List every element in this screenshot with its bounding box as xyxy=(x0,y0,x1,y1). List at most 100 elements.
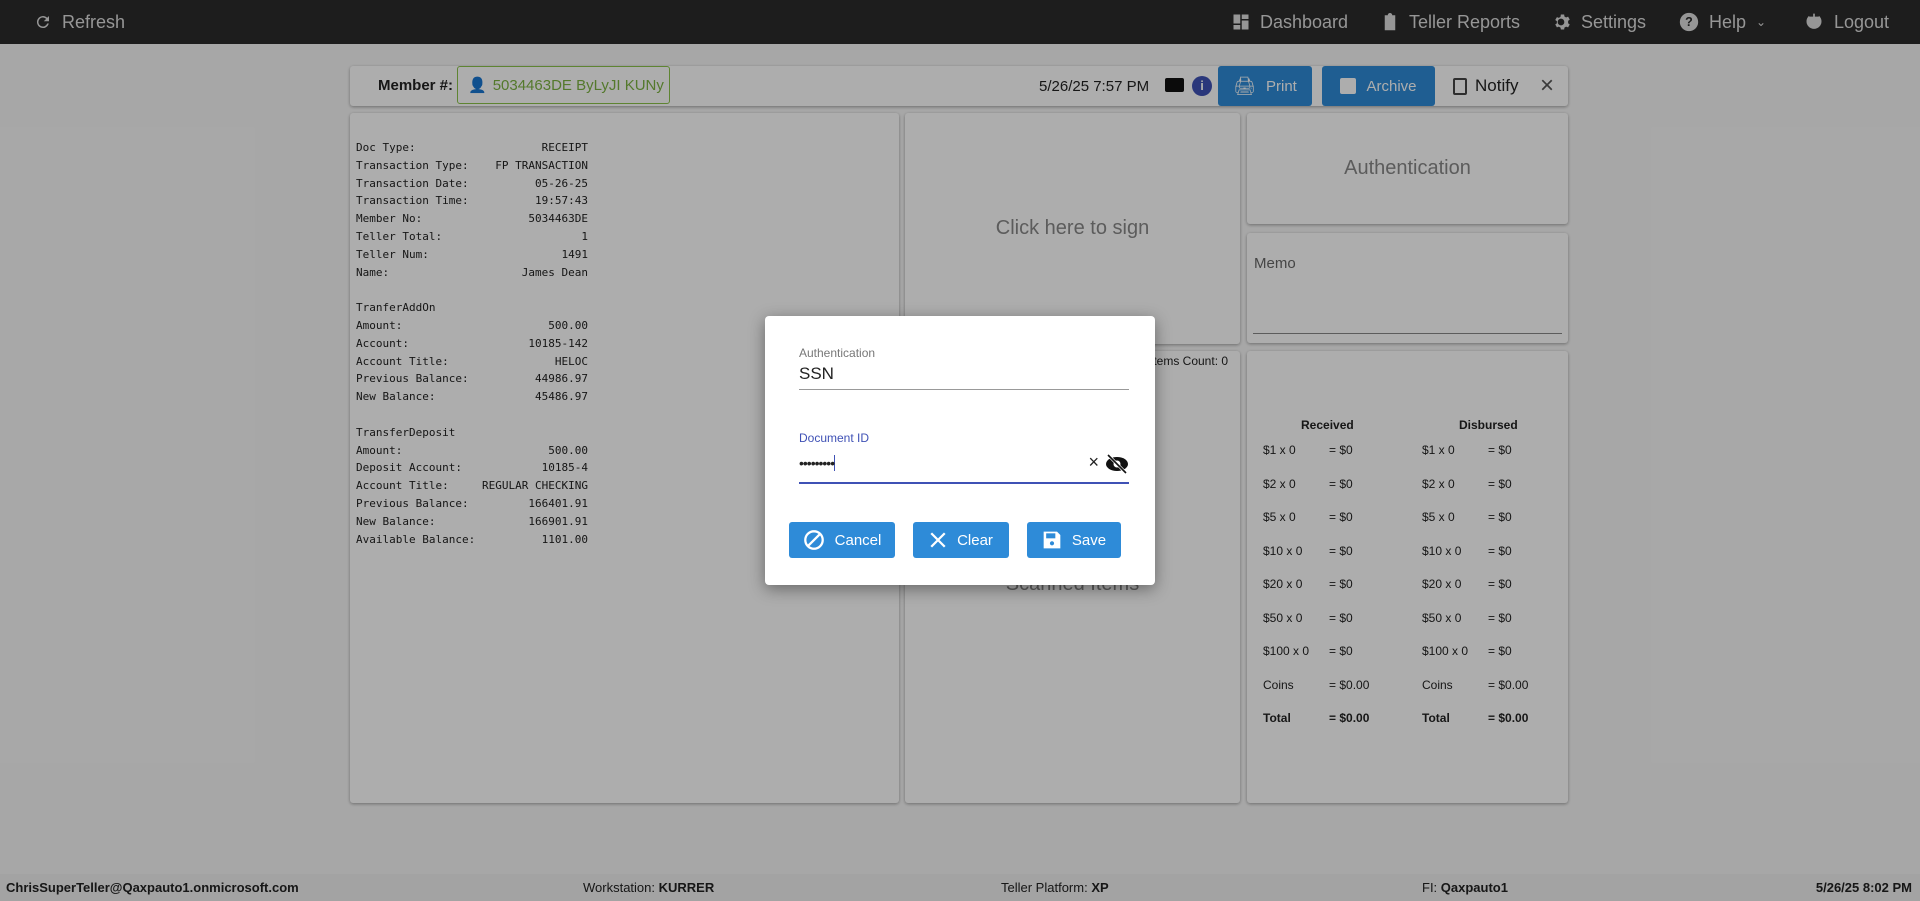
dashboard-icon xyxy=(1233,14,1249,30)
checkbox-icon xyxy=(1453,77,1467,95)
save-button[interactable]: Save xyxy=(1027,522,1121,558)
memo-field[interactable]: Memo xyxy=(1247,233,1568,343)
receipt-line: Account Title: HELOC xyxy=(356,353,588,371)
receipt-label: Teller Total: xyxy=(356,229,443,243)
receipt-value: 1491 xyxy=(561,247,589,261)
cash-amount: = $0.00 xyxy=(1488,711,1529,725)
cash-denomination: Total xyxy=(1422,711,1450,725)
settings-link[interactable]: Settings xyxy=(1551,0,1646,44)
receipt-label: Previous Balance: xyxy=(356,496,469,510)
clear-input-icon[interactable]: × xyxy=(1088,452,1099,472)
teller-reports-link[interactable]: Teller Reports xyxy=(1381,0,1520,44)
clear-button[interactable]: Clear xyxy=(913,522,1009,558)
receipt-value: FP TRANSACTION xyxy=(495,158,588,172)
memo-underline xyxy=(1253,333,1562,334)
receipt-value: 19:57:43 xyxy=(535,194,588,208)
cash-denomination: $1 x 0 xyxy=(1263,443,1296,457)
receipt-value: HELOC xyxy=(554,354,588,368)
authentication-dialog: Authentication SSN Document ID •••••••••… xyxy=(765,316,1155,585)
cash-amount: = $0.00 xyxy=(1329,711,1370,725)
x-icon xyxy=(930,532,946,548)
header-datetime: 5/26/25 7:57 PM xyxy=(1039,78,1150,95)
cash-denomination: $20 x 0 xyxy=(1263,577,1303,591)
receipt-value: 1101.00 xyxy=(541,532,588,546)
receipt-label: Available Balance: xyxy=(356,532,476,546)
eye-off-icon[interactable] xyxy=(1105,454,1129,474)
keyboard-icon[interactable] xyxy=(1165,78,1184,92)
footer-datetime: 5/26/25 8:02 PM xyxy=(1815,880,1912,895)
cash-denomination: $50 x 0 xyxy=(1422,610,1462,625)
status-bar: ChrisSuperTeller@Qaxpauto1.onmicrosoft.c… xyxy=(0,874,1920,901)
receipt-label: Transaction Date: xyxy=(356,176,469,190)
items-count: Items Count: 0 xyxy=(1150,354,1229,368)
cash-amount: = $0.00 xyxy=(1488,677,1529,692)
footer-user: ChrisSuperTeller@Qaxpauto1.onmicrosoft.c… xyxy=(6,880,299,895)
cash-denomination: $50 x 0 xyxy=(1263,610,1303,625)
receipt-label: Account Title: xyxy=(356,479,449,493)
logout-button[interactable]: Logout xyxy=(1804,0,1889,44)
cash-amount: = $0 xyxy=(1329,443,1353,457)
cash-amount: = $0 xyxy=(1329,510,1353,524)
member-header: Member #: 👤 5034463DE ByLyJI KUNy 5/26/25… xyxy=(350,66,1568,106)
cash-denomination: Coins xyxy=(1263,677,1294,692)
receipt-label: Transaction Time: xyxy=(356,194,469,208)
receipt-line: Account Title: REGULAR CHECKING xyxy=(356,477,588,495)
receipt-line: New Balance: 45486.97 xyxy=(356,388,588,406)
receipt-value: James Dean xyxy=(521,265,588,279)
receipt-value: 05-26-25 xyxy=(535,176,588,190)
top-nav: Refresh Dashboard Teller Reports Setting… xyxy=(0,0,1920,44)
receipt-label: Deposit Account: xyxy=(356,461,462,475)
receipt-label: Member No: xyxy=(356,212,423,226)
receipt-line: Previous Balance: 44986.97 xyxy=(356,370,588,388)
receipt-line: Transaction Time: 19:57:43 xyxy=(356,192,588,210)
receipt-line: Teller Total: 1 xyxy=(356,228,588,246)
cancel-button[interactable]: Cancel xyxy=(789,522,895,558)
receipt-value: 500.00 xyxy=(548,443,588,457)
cash-denomination: $100 x 0 xyxy=(1263,644,1310,658)
help-menu[interactable]: ? Help ⌄ xyxy=(1679,0,1766,44)
receipt-line: Transaction Date: 05-26-25 xyxy=(356,175,588,193)
signature-pad[interactable]: Click here to sign xyxy=(905,113,1240,344)
receipt-line: TransferDeposit xyxy=(356,424,588,442)
receipt-label: Transaction Type: xyxy=(356,158,469,172)
receipt-value: 166901.91 xyxy=(528,514,588,528)
authentication-panel[interactable]: Authentication xyxy=(1247,113,1568,224)
member-field[interactable]: 👤 5034463DE ByLyJI KUNy xyxy=(457,66,670,104)
svg-text:?: ? xyxy=(1685,15,1693,29)
receipt-label: New Balance: xyxy=(356,514,436,528)
print-button[interactable]: 🖨 Print xyxy=(1218,66,1312,106)
cash-denomination: $5 x 0 xyxy=(1263,510,1296,524)
dashboard-link[interactable]: Dashboard xyxy=(1232,0,1348,44)
receipt-value: 5034463DE xyxy=(528,212,588,226)
notify-checkbox[interactable]: Notify xyxy=(1453,76,1518,96)
receipt-value: 44986.97 xyxy=(535,372,588,386)
info-icon[interactable]: i xyxy=(1192,76,1212,96)
printer-icon: 🖨 xyxy=(1233,75,1256,96)
receipt-label: Amount: xyxy=(356,443,403,457)
receipt-label: Doc Type: xyxy=(356,141,416,154)
receipt-line: Available Balance: 1101.00 xyxy=(356,531,588,549)
cash-denomination: $10 x 0 xyxy=(1263,543,1303,558)
cash-denomination: $100 x 0 xyxy=(1422,644,1469,658)
cash-amount: = $0 xyxy=(1488,510,1512,524)
receipt-line: Teller Num: 1491 xyxy=(356,246,588,264)
cash-denomination: Total xyxy=(1263,711,1291,725)
cash-denomination: $2 x 0 xyxy=(1263,476,1296,491)
receipt-line: Account: 10185-142 xyxy=(356,335,588,353)
receipt-label: Account: xyxy=(356,336,409,350)
disbursed-header: Disbursed xyxy=(1459,418,1518,432)
cash-denomination: $10 x 0 xyxy=(1422,543,1462,558)
authentication-select[interactable]: SSN xyxy=(799,364,1129,390)
refresh-button[interactable]: Refresh xyxy=(34,0,125,44)
receipt-value: 166401.91 xyxy=(528,496,588,510)
member-label: Member #: xyxy=(378,77,454,94)
cash-denomination: $5 x 0 xyxy=(1422,510,1455,524)
receipt-value: 10185-4 xyxy=(541,461,588,475)
receipt-line: Name: James Dean xyxy=(356,264,588,282)
close-icon[interactable]: × xyxy=(1540,72,1555,99)
cash-amount: = $0 xyxy=(1329,543,1353,558)
archive-button[interactable]: Archive xyxy=(1322,66,1435,106)
archive-icon xyxy=(1340,78,1357,94)
receipt-label: Previous Balance: xyxy=(356,372,469,386)
document-id-input[interactable]: ••••••••• × xyxy=(799,448,1129,484)
